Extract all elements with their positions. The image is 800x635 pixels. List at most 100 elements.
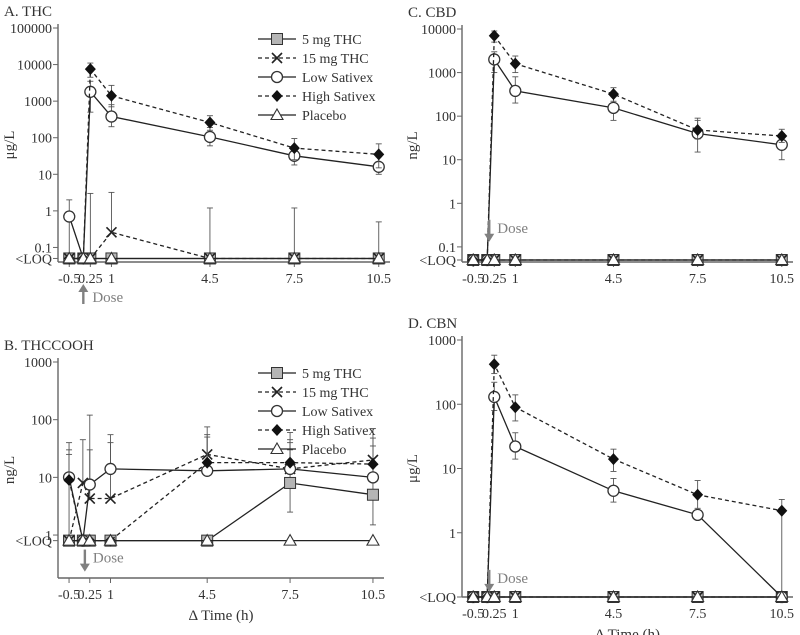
x-tick-label: -0.5 xyxy=(462,607,484,622)
data-point xyxy=(466,252,481,266)
data-point xyxy=(692,488,704,501)
y-tick-label: 0.1 xyxy=(35,241,53,256)
legend-marker xyxy=(270,441,284,455)
y-tick-label: 1 xyxy=(45,529,52,544)
data-point xyxy=(288,142,300,155)
data-point xyxy=(606,589,621,603)
data-point xyxy=(105,89,117,102)
legend-marker xyxy=(270,107,284,121)
data-point xyxy=(371,251,386,264)
legend-marker xyxy=(271,386,283,398)
data-point xyxy=(509,401,521,414)
dose-annotation: Dose xyxy=(78,284,123,306)
data-point xyxy=(691,508,704,521)
data-point xyxy=(776,130,788,143)
data-point xyxy=(607,484,620,497)
y-tick-label: 1 xyxy=(45,205,52,220)
series-high-sativex xyxy=(467,354,788,603)
x-tick-label: 1 xyxy=(108,272,115,287)
legend-marker xyxy=(271,90,283,102)
x-tick-label: -0.5 xyxy=(462,272,484,287)
x-tick-label: 10.5 xyxy=(361,588,386,603)
data-point xyxy=(508,589,523,603)
data-point xyxy=(63,474,75,487)
data-point xyxy=(103,533,118,546)
data-point xyxy=(488,29,500,42)
data-point xyxy=(287,251,302,264)
y-tick-label: <LOQ xyxy=(419,591,456,606)
x-tick-label: 0.25 xyxy=(482,272,507,287)
dose-arrow-icon xyxy=(484,233,495,242)
y-tick-label: 10 xyxy=(442,463,456,478)
y-axis-title: μg/L xyxy=(405,454,421,483)
data-point xyxy=(284,456,296,469)
data-point xyxy=(367,458,379,471)
legend-label: Placebo xyxy=(302,443,346,458)
panel-cbn: D. CBN 1000 100 10 1 <LOQ μg/L -0.50.25 1 4.5 7.5 1… xyxy=(405,316,794,635)
series-line xyxy=(473,396,783,598)
data-point xyxy=(283,533,298,546)
data-point xyxy=(84,492,96,505)
data-point xyxy=(366,471,380,484)
dose-label: Dose xyxy=(497,221,528,237)
y-tick-label: 100 xyxy=(31,132,52,147)
x-tick-label: 1 xyxy=(512,607,519,622)
legend-label: Placebo xyxy=(302,109,346,124)
x-tick-label: 7.5 xyxy=(286,272,304,287)
data-point xyxy=(83,478,96,491)
x-tick-label: 10.5 xyxy=(770,272,795,287)
data-point xyxy=(606,252,621,266)
data-point xyxy=(105,110,118,123)
x-tick-label: -0.5 xyxy=(58,588,80,603)
data-point xyxy=(84,85,97,98)
y-tick-label: 1000 xyxy=(428,67,456,82)
x-axis-title: Δ Time (h) xyxy=(595,627,660,635)
x-axis-title: Δ Time (h) xyxy=(189,608,254,624)
data-point xyxy=(607,453,619,466)
y-tick-label: 10 xyxy=(38,168,52,183)
dose-label: Dose xyxy=(497,571,528,587)
data-point xyxy=(366,533,380,546)
dose-annotation: Dose xyxy=(79,549,124,572)
legend-marker xyxy=(271,424,283,436)
series-line xyxy=(68,468,373,541)
x-tick-label: 7.5 xyxy=(281,588,299,603)
y-tick-label: 1 xyxy=(449,197,456,212)
x-tick-label: 10.5 xyxy=(366,272,391,287)
legend-marker xyxy=(271,367,283,379)
data-point xyxy=(63,210,76,223)
data-point xyxy=(83,251,98,264)
y-tick-label: <LOQ xyxy=(419,254,456,269)
data-point xyxy=(488,390,501,404)
y-tick-label: 10 xyxy=(442,154,456,169)
data-point xyxy=(104,251,119,264)
series-placebo xyxy=(62,251,386,264)
y-tick-label: 1 xyxy=(449,527,456,542)
data-point xyxy=(104,492,117,505)
y-tick-label: <LOQ xyxy=(15,252,52,267)
data-point xyxy=(776,504,788,517)
data-point xyxy=(202,251,217,264)
dose-arrow-icon xyxy=(484,583,495,592)
x-tick-label: 10.5 xyxy=(770,607,795,622)
x-tick-label: 4.5 xyxy=(198,588,216,603)
chart-title: D. CBN xyxy=(408,316,457,332)
y-tick-label: 1000 xyxy=(24,356,52,371)
dose-annotation: Dose xyxy=(484,569,528,592)
data-point xyxy=(366,488,379,501)
dose-label: Dose xyxy=(93,551,124,567)
data-point xyxy=(692,124,704,137)
data-point xyxy=(607,101,620,115)
legend-marker xyxy=(271,52,283,64)
data-point xyxy=(62,251,77,264)
legend-label: 5 mg THC xyxy=(302,367,362,382)
chart-title: C. CBD xyxy=(408,5,457,21)
series-placebo xyxy=(62,533,380,546)
y-tick-label: 1000 xyxy=(428,334,456,349)
x-tick-label: 4.5 xyxy=(605,607,623,622)
x-tick-label: 7.5 xyxy=(689,272,707,287)
y-tick-label: 100 xyxy=(435,110,456,125)
data-point xyxy=(104,462,117,476)
legend-marker xyxy=(271,33,283,45)
